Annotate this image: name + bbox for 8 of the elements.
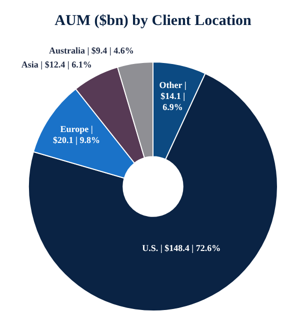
slice-label: Asia | $12.4 | 6.1% xyxy=(21,59,92,70)
slice-label: Other | xyxy=(159,80,186,90)
slice-label: U.S. | $148.4 | 72.6% xyxy=(142,243,221,254)
data-label: $20.1 | 9.8% xyxy=(53,134,100,145)
slice-label: Europe | xyxy=(60,124,93,134)
data-label: $14.1 | 6.9% xyxy=(160,90,186,112)
slice-label: Australia | $9.4 | 4.6% xyxy=(48,46,134,56)
chart-title: AUM ($bn) by Client Location xyxy=(54,12,252,29)
